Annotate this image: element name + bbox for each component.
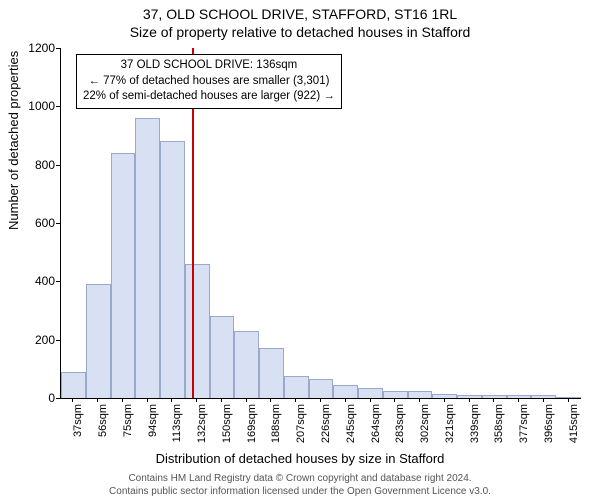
- x-tick-label: 132sqm: [196, 404, 208, 464]
- histogram-bar: [210, 316, 235, 398]
- histogram-bar: [86, 284, 111, 398]
- x-tick-label: 56sqm: [97, 404, 109, 464]
- title-line1: 37, OLD SCHOOL DRIVE, STAFFORD, ST16 1RL: [0, 6, 600, 22]
- histogram-bar: [408, 391, 433, 398]
- histogram-bar: [457, 395, 482, 398]
- footer-line2: Contains public sector information licen…: [0, 486, 600, 497]
- histogram-bar: [160, 141, 185, 398]
- x-tick-mark: [295, 398, 296, 402]
- x-tick-label: 75sqm: [122, 404, 134, 464]
- histogram-bar: [185, 264, 210, 398]
- x-tick-mark: [518, 398, 519, 402]
- histogram-bar: [432, 394, 457, 398]
- x-tick-label: 245sqm: [345, 404, 357, 464]
- x-tick-mark: [97, 398, 98, 402]
- y-tick-mark: [56, 48, 60, 49]
- y-tick-mark: [56, 165, 60, 166]
- y-tick-mark: [56, 398, 60, 399]
- histogram-bar: [135, 118, 160, 398]
- x-tick-label: 169sqm: [246, 404, 258, 464]
- x-tick-mark: [171, 398, 172, 402]
- annotation-box: 37 OLD SCHOOL DRIVE: 136sqm ← 77% of det…: [76, 54, 342, 109]
- chart-container: 37, OLD SCHOOL DRIVE, STAFFORD, ST16 1RL…: [0, 0, 600, 500]
- y-tick-label: 600: [15, 216, 55, 230]
- annotation-line2: ← 77% of detached houses are smaller (3,…: [83, 74, 335, 90]
- histogram-bar: [111, 153, 136, 398]
- x-tick-label: 150sqm: [221, 404, 233, 464]
- x-tick-label: 207sqm: [295, 404, 307, 464]
- x-tick-mark: [270, 398, 271, 402]
- x-tick-label: 339sqm: [469, 404, 481, 464]
- footer-line1: Contains HM Land Registry data © Crown c…: [0, 473, 600, 484]
- x-tick-mark: [72, 398, 73, 402]
- histogram-bar: [234, 331, 259, 398]
- x-tick-label: 188sqm: [270, 404, 282, 464]
- x-tick-mark: [444, 398, 445, 402]
- y-tick-label: 800: [15, 158, 55, 172]
- y-tick-label: 400: [15, 274, 55, 288]
- histogram-bar: [333, 385, 358, 398]
- x-tick-label: 94sqm: [147, 404, 159, 464]
- x-tick-mark: [419, 398, 420, 402]
- y-tick-mark: [56, 340, 60, 341]
- x-tick-mark: [493, 398, 494, 402]
- annotation-line3: 22% of semi-detached houses are larger (…: [83, 89, 335, 105]
- y-axis-label: Number of detached properties: [6, 51, 21, 230]
- histogram-bar: [383, 391, 408, 398]
- x-tick-label: 37sqm: [72, 404, 84, 464]
- x-tick-mark: [394, 398, 395, 402]
- x-tick-mark: [196, 398, 197, 402]
- y-tick-label: 0: [15, 391, 55, 405]
- y-tick-mark: [56, 281, 60, 282]
- histogram-bar: [284, 376, 309, 398]
- x-tick-label: 283sqm: [394, 404, 406, 464]
- x-tick-mark: [147, 398, 148, 402]
- x-tick-label: 358sqm: [493, 404, 505, 464]
- histogram-bar: [61, 372, 86, 398]
- histogram-bar: [556, 397, 581, 398]
- histogram-bar: [531, 395, 556, 398]
- x-tick-mark: [568, 398, 569, 402]
- x-tick-label: 302sqm: [419, 404, 431, 464]
- x-tick-label: 396sqm: [543, 404, 555, 464]
- histogram-bar: [259, 348, 284, 398]
- x-tick-label: 377sqm: [518, 404, 530, 464]
- title-line2: Size of property relative to detached ho…: [0, 24, 600, 40]
- x-tick-label: 264sqm: [370, 404, 382, 464]
- histogram-bar: [358, 388, 383, 398]
- x-tick-label: 226sqm: [320, 404, 332, 464]
- x-tick-mark: [246, 398, 247, 402]
- x-tick-mark: [122, 398, 123, 402]
- y-tick-label: 1000: [15, 99, 55, 113]
- annotation-line1: 37 OLD SCHOOL DRIVE: 136sqm: [83, 58, 335, 74]
- x-tick-mark: [469, 398, 470, 402]
- x-tick-label: 113sqm: [171, 404, 183, 464]
- y-tick-label: 200: [15, 333, 55, 347]
- y-tick-mark: [56, 223, 60, 224]
- x-tick-mark: [221, 398, 222, 402]
- x-tick-mark: [345, 398, 346, 402]
- y-tick-mark: [56, 106, 60, 107]
- y-tick-label: 1200: [15, 41, 55, 55]
- x-tick-mark: [370, 398, 371, 402]
- x-tick-label: 415sqm: [568, 404, 580, 464]
- x-tick-mark: [543, 398, 544, 402]
- x-tick-mark: [320, 398, 321, 402]
- histogram-bar: [309, 379, 334, 398]
- x-tick-label: 321sqm: [444, 404, 456, 464]
